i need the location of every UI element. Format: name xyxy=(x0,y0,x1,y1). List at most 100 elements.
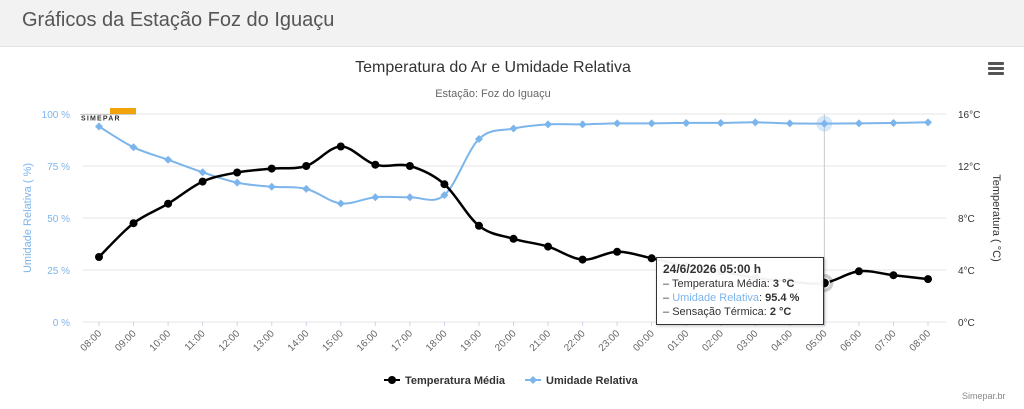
temperature-point[interactable] xyxy=(405,162,414,170)
temperature-point[interactable] xyxy=(267,164,276,173)
humidity-point[interactable] xyxy=(233,178,242,187)
humidity-point[interactable] xyxy=(371,193,380,202)
y-left-tick-label: 25 % xyxy=(47,266,70,277)
humidity-point[interactable] xyxy=(405,193,414,202)
tooltip-temp-label: Temperatura Média xyxy=(671,278,767,290)
temperature-point[interactable] xyxy=(509,234,518,243)
tooltip-feel-value: 2 °C xyxy=(769,306,792,318)
x-tick-label: 18:00 xyxy=(424,328,450,354)
humidity-point[interactable] xyxy=(336,199,345,208)
tooltip-feel-label: Sensação Térmica xyxy=(672,306,764,318)
temperature-point[interactable] xyxy=(440,180,449,189)
legend: Temperatura Média Umidade Relativa xyxy=(384,375,639,387)
svg-text:SIMEPAR: SIMEPAR xyxy=(81,116,121,122)
humidity-point[interactable] xyxy=(820,119,829,128)
y-right-tick-label: 4°C xyxy=(958,266,975,277)
chart-menu-icon[interactable] xyxy=(988,62,1004,76)
x-tick-label: 21:00 xyxy=(528,328,554,354)
humidity-point[interactable] xyxy=(716,118,725,127)
humidity-point[interactable] xyxy=(785,119,794,128)
y-left-tick-label: 0 % xyxy=(53,318,70,329)
x-tick-label: 01:00 xyxy=(666,328,692,354)
humidity-point[interactable] xyxy=(302,184,311,193)
humidity-point[interactable] xyxy=(509,124,518,133)
tooltip: 24/6/2026 05:00 h – Temperatura Média: 3… xyxy=(656,257,824,325)
humidity-point[interactable] xyxy=(924,118,932,127)
y-left-axis: 0 % 25 % 50 % 75 % 100 % xyxy=(42,110,70,329)
x-tick-label: 05:00 xyxy=(804,328,830,354)
menu-bar xyxy=(988,72,1004,75)
y-left-axis-title: Umidade Relativa ( %) xyxy=(22,163,34,273)
tooltip-hum-value: 95.4 % xyxy=(765,292,800,304)
x-tick-label: 08:00 xyxy=(908,328,934,354)
temperature-point[interactable] xyxy=(924,275,932,284)
x-tick-label: 06:00 xyxy=(839,328,865,354)
y-right-tick-label: 8°C xyxy=(958,214,975,225)
humidity-point[interactable] xyxy=(751,118,760,127)
chart-title: Temperatura do Ar e Umidade Relativa xyxy=(355,59,631,76)
legend-label-temperatura: Temperatura Média xyxy=(405,375,506,387)
humidity-line xyxy=(98,121,929,205)
y-left-tick-label: 100 % xyxy=(42,110,70,121)
series-umidade-relativa xyxy=(95,115,932,208)
simepar-logo: SIMEPAR xyxy=(80,108,137,123)
page-title: Gráficos da Estação Foz do Iguaçu xyxy=(22,9,335,31)
temperature-point[interactable] xyxy=(129,219,138,228)
x-tick-label: 15:00 xyxy=(320,328,346,354)
tooltip-hum-label: Umidade Relativa xyxy=(672,292,760,304)
humidity-point[interactable] xyxy=(544,120,553,129)
humidity-point[interactable] xyxy=(889,118,898,127)
temperature-point[interactable] xyxy=(474,221,483,230)
humidity-point[interactable] xyxy=(647,119,656,128)
temperature-point[interactable] xyxy=(198,177,207,186)
x-tick-label: 14:00 xyxy=(286,328,312,354)
temperature-point[interactable] xyxy=(164,199,173,208)
x-tick-label: 16:00 xyxy=(355,328,381,354)
legend-item-umidade[interactable]: Umidade Relativa xyxy=(525,375,639,387)
humidity-point[interactable] xyxy=(164,155,173,164)
x-tick-label: 20:00 xyxy=(493,328,519,354)
x-tick-label: 13:00 xyxy=(251,328,277,354)
x-tick-label: 23:00 xyxy=(597,328,623,354)
temperature-point[interactable] xyxy=(854,267,863,276)
tooltip-row-feel: – Sensação Térmica: 2 °C xyxy=(663,306,792,318)
y-right-tick-label: 12°C xyxy=(958,162,980,173)
temperature-point[interactable] xyxy=(544,242,553,251)
humidity-point[interactable] xyxy=(198,168,207,177)
x-tick-label: 11:00 xyxy=(183,328,208,353)
tooltip-row-temp: – Temperatura Média: 3 °C xyxy=(663,278,795,290)
humidity-point[interactable] xyxy=(613,119,622,128)
x-tick-label: 08:00 xyxy=(79,328,105,354)
humidity-point[interactable] xyxy=(682,118,691,127)
humidity-point[interactable] xyxy=(267,182,276,191)
x-tick-label: 12:00 xyxy=(217,328,243,354)
tooltip-row-hum: – Umidade Relativa: 95.4 % xyxy=(663,292,800,304)
humidity-point[interactable] xyxy=(129,143,138,152)
x-tick-label: 03:00 xyxy=(735,328,761,354)
temperature-point[interactable] xyxy=(889,271,898,280)
chart: Temperatura do Ar e Umidade Relativa Est… xyxy=(22,59,1002,387)
humidity-point[interactable] xyxy=(854,119,863,128)
y-left-tick-label: 50 % xyxy=(47,214,70,225)
humidity-point[interactable] xyxy=(95,122,103,131)
tooltip-temp-value: 3 °C xyxy=(772,278,795,290)
temperature-point[interactable] xyxy=(95,253,103,261)
humidity-point[interactable] xyxy=(578,120,587,129)
humidity-point[interactable] xyxy=(440,191,449,200)
temperature-point[interactable] xyxy=(233,168,242,177)
temperature-point[interactable] xyxy=(613,247,622,256)
temperature-point[interactable] xyxy=(302,162,311,170)
temperature-point[interactable] xyxy=(336,142,345,151)
credit-link[interactable]: Simepar.br xyxy=(962,391,1006,401)
y-right-axis-title: Temperatura ( °C) xyxy=(990,174,1002,262)
y-right-axis: 0°C 4°C 8°C 12°C 16°C xyxy=(958,110,980,329)
x-tick-label: 10:00 xyxy=(148,328,174,354)
y-right-tick-label: 16°C xyxy=(958,110,980,121)
page-header: Gráficos da Estação Foz do Iguaçu xyxy=(0,0,1024,47)
temperature-point[interactable] xyxy=(371,160,380,169)
humidity-point[interactable] xyxy=(474,134,483,143)
legend-item-temperatura[interactable]: Temperatura Média xyxy=(384,375,506,387)
temperature-point[interactable] xyxy=(647,254,656,263)
chart-subtitle: Estação: Foz do Iguaçu xyxy=(435,88,551,100)
temperature-point[interactable] xyxy=(578,255,587,264)
